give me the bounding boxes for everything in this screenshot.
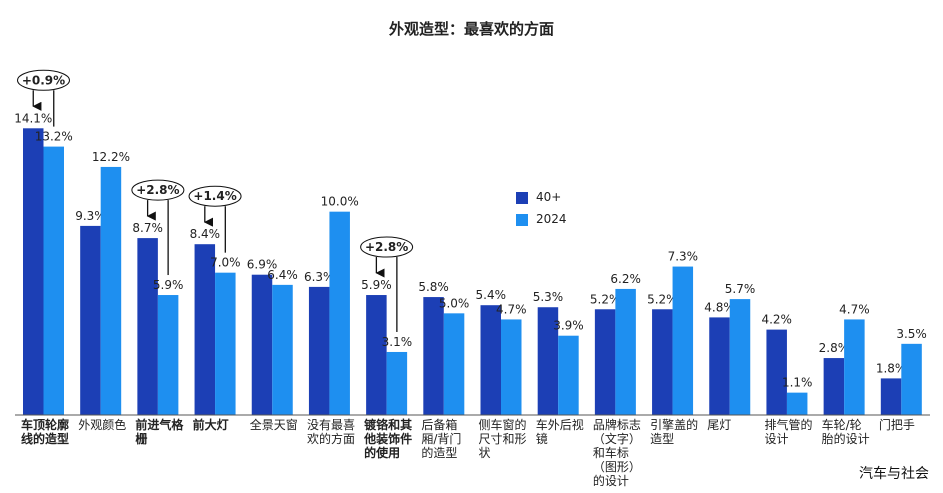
x-tick-label: 门把手 (878, 418, 915, 432)
annotation-ellipse (17, 69, 70, 91)
value-label: 13.2% (35, 130, 73, 144)
bar (137, 238, 158, 415)
value-label: 10.0% (321, 195, 359, 209)
bar (157, 295, 179, 415)
bar (652, 309, 673, 415)
bar (880, 378, 902, 415)
bar (558, 335, 579, 415)
x-tick-label: 外观颜色 (78, 418, 127, 432)
value-label: 9.3% (75, 209, 106, 223)
value-label: 7.0% (210, 256, 241, 270)
value-label: 6.9% (247, 258, 278, 272)
bar (100, 166, 122, 415)
value-label: 8.7% (132, 221, 163, 235)
value-label: 5.8% (418, 280, 449, 294)
value-label: 3.1% (382, 335, 413, 349)
bar (80, 225, 101, 415)
bar (844, 319, 865, 415)
x-tick-label: 后备箱厢/背门的造型 (421, 418, 462, 460)
bar (729, 299, 751, 415)
legend-label: 2024 (536, 212, 567, 226)
value-label: 5.2% (590, 292, 621, 306)
value-label: 3.5% (896, 327, 927, 341)
value-label: 8.4% (190, 227, 221, 241)
value-label: 4.7% (496, 302, 527, 316)
value-label: 1.8% (876, 361, 907, 375)
bar (272, 284, 293, 415)
value-label: 14.1% (14, 111, 52, 125)
value-label: 5.3% (533, 290, 564, 304)
bar (251, 274, 273, 415)
x-tick-label: 没有最喜欢的方面 (306, 418, 355, 446)
annotation: +1.4% (193, 189, 236, 203)
bar (443, 313, 465, 415)
x-tick-label: 侧车窗的尺寸和形状 (478, 418, 527, 460)
x-tick-label: 前进气格栅 (135, 418, 184, 446)
value-label: 5.0% (439, 296, 470, 310)
bar (423, 297, 444, 415)
value-label: 12.2% (92, 150, 130, 164)
annotation: +2.8% (365, 240, 408, 254)
bar (215, 272, 236, 415)
value-label: 5.2% (647, 292, 678, 306)
value-label: 4.2% (761, 313, 792, 327)
x-tick-label: 引擎盖的造型 (650, 418, 699, 446)
value-label: 5.9% (361, 278, 392, 292)
watermark: 汽车与社会 (859, 466, 929, 482)
bar (308, 286, 330, 415)
value-label: 2.8% (819, 341, 850, 355)
bar (766, 329, 787, 415)
bar (43, 146, 64, 415)
bar (786, 392, 808, 415)
value-label: 5.4% (476, 288, 507, 302)
legend-swatch (516, 214, 528, 226)
x-tick-label: 车顶轮廓线的造型 (21, 418, 70, 446)
annotation-ellipse (131, 179, 185, 201)
bar (823, 358, 845, 415)
bar (501, 319, 522, 415)
bar (194, 244, 216, 415)
value-label: 3.9% (553, 319, 584, 333)
x-tick-label: 全景天窗 (249, 418, 298, 432)
chart-title: 外观造型：最喜欢的方面 (388, 20, 554, 38)
annotation-ellipse (360, 236, 414, 258)
bar (537, 307, 559, 415)
bar (386, 351, 408, 415)
bar (901, 343, 922, 415)
annotation-ellipse (188, 185, 242, 207)
bar (709, 317, 730, 415)
value-label: 6.4% (267, 268, 298, 282)
value-label: 7.3% (668, 250, 699, 264)
bar (615, 288, 636, 415)
bar (23, 128, 44, 416)
x-tick-label: 品牌标志（文字）和车标（图形）的设计 (592, 418, 641, 488)
bar (672, 266, 694, 415)
annotation: +2.8% (136, 183, 179, 197)
annotation: +0.9% (22, 73, 65, 87)
value-label: 4.8% (704, 300, 735, 314)
x-tick-label: 车轮/轮胎的设计 (821, 418, 870, 446)
legend-swatch (516, 192, 528, 204)
bar (329, 211, 350, 415)
x-tick-label: 前大灯 (192, 418, 229, 432)
x-tick-label: 排气管的设计 (764, 418, 813, 446)
x-tick-label: 镀铬和其他装饰件的使用 (364, 418, 413, 460)
bar (594, 309, 616, 415)
value-label: 6.3% (304, 270, 335, 284)
value-label: 6.2% (610, 272, 641, 286)
bar (480, 305, 501, 415)
value-label: 5.9% (153, 278, 184, 292)
x-tick-label: 车外后视镜 (535, 418, 584, 446)
value-label: 5.7% (725, 282, 756, 296)
bar (366, 295, 387, 415)
value-label: 1.1% (782, 376, 813, 390)
value-label: 4.7% (839, 302, 870, 316)
x-tick-label: 尾灯 (707, 418, 732, 432)
legend-label: 40+ (536, 190, 562, 204)
